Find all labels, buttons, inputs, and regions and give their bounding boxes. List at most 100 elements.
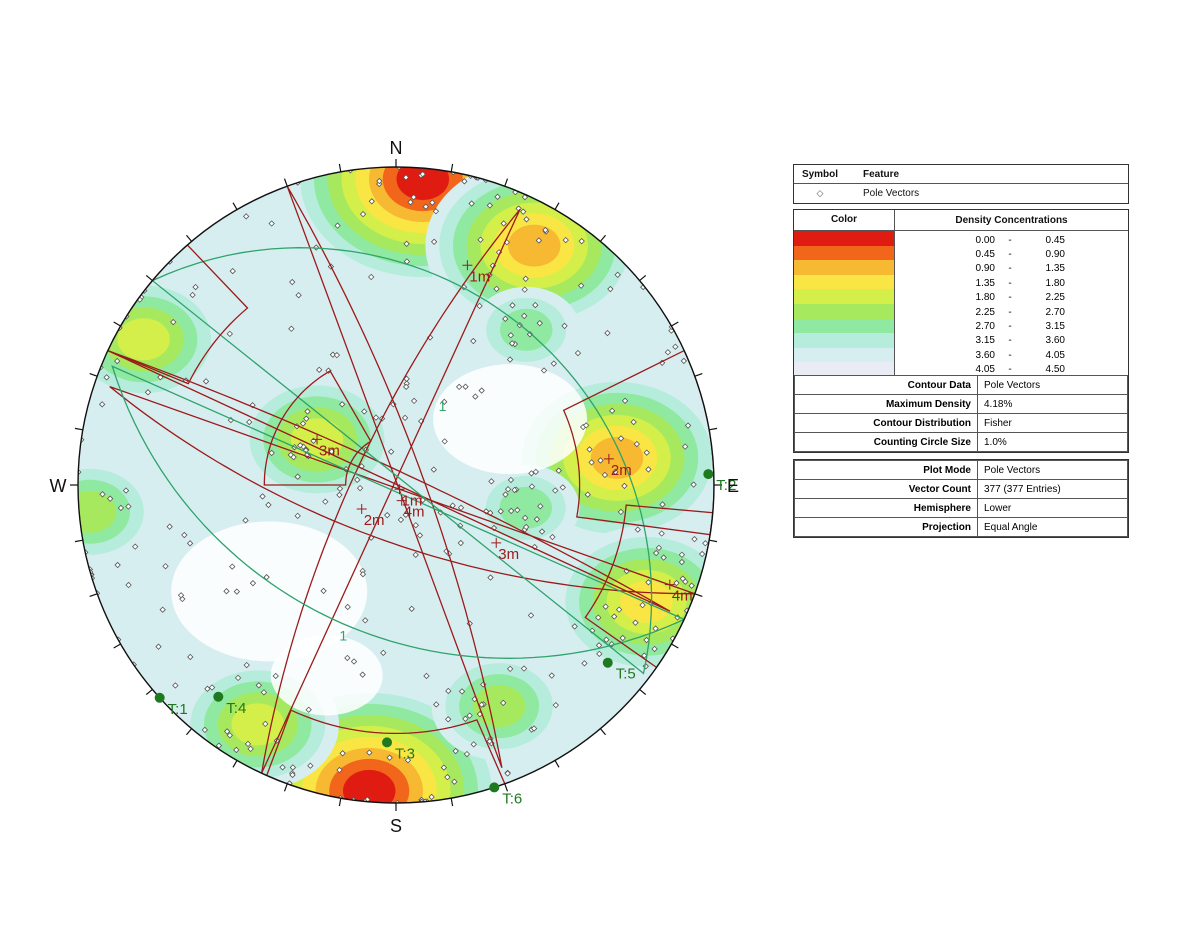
trend-point-label: T:4 <box>226 700 246 717</box>
density-color-swatch <box>794 304 894 319</box>
pole-vector-marker <box>114 561 121 569</box>
pole-vector-marker <box>615 606 623 613</box>
pole-vector-marker <box>658 530 665 537</box>
pole-vector-marker <box>630 418 637 426</box>
density-range-value: 2.25 <box>975 306 995 318</box>
pole-vector-marker <box>334 222 341 229</box>
density-range-value: - <box>1008 321 1012 333</box>
pole-vector-marker <box>376 177 383 185</box>
pole-vector-marker <box>522 523 530 531</box>
pole-vector-marker <box>233 588 240 595</box>
legend-table-row: Contour Distribution Fisher <box>794 413 1128 433</box>
pole-vector-marker <box>559 484 566 491</box>
pole-vector-marker <box>561 322 568 330</box>
density-range-value: 4.05 <box>1045 349 1065 361</box>
pole-vector-marker <box>526 331 534 338</box>
pole-vector-marker <box>506 356 514 363</box>
degree-tick <box>599 234 607 242</box>
legend-key: Counting Circle Size <box>794 432 978 452</box>
pole-vector-marker <box>507 332 514 339</box>
pole-vector-marker <box>486 202 494 209</box>
pole-vector-marker <box>634 526 641 533</box>
density-contours <box>78 167 714 803</box>
pole-vector-marker <box>702 540 709 547</box>
pole-vector-marker <box>259 493 266 500</box>
pole-vector-marker <box>497 508 504 515</box>
density-range-row: 0.00 - 0.45 <box>895 233 1128 247</box>
density-color-swatch <box>794 289 894 305</box>
pole-vector-marker <box>588 627 596 634</box>
pole-vector-marker <box>621 482 628 490</box>
pole-vector-marker <box>294 512 301 520</box>
density-contour-level <box>507 224 561 267</box>
window-label: 3m <box>498 546 519 563</box>
pole-vector-marker <box>520 208 527 215</box>
pole-vector-marker <box>294 473 301 480</box>
pole-vector-marker <box>472 393 479 400</box>
density-range-row: 4.05 - 4.50 <box>895 363 1128 377</box>
degree-tick <box>232 202 238 210</box>
pole-vector-marker <box>477 236 484 243</box>
pole-vector-marker <box>521 193 529 201</box>
pole-vector-marker <box>549 533 556 541</box>
pole-vector-marker <box>433 701 440 708</box>
legend-table-row: Vector Count 377 (377 Entries) <box>794 479 1128 499</box>
window-mean-marker <box>396 495 407 506</box>
degree-tick <box>554 760 560 768</box>
pole-vector-marker <box>290 453 297 461</box>
pole-vector-marker <box>466 712 473 719</box>
legend-value: Pole Vectors <box>977 460 1128 480</box>
pole-vector-marker <box>388 448 395 455</box>
trend-point-label: T:6 <box>502 790 522 807</box>
density-contour-level <box>472 685 526 728</box>
legend-value: 1.0% <box>977 432 1128 452</box>
pole-vector-marker <box>305 706 312 713</box>
north-label: N <box>390 138 403 158</box>
pole-vector-marker <box>684 422 692 429</box>
legend-table-row: Projection Equal Angle <box>794 517 1128 537</box>
pole-vector-marker <box>441 438 448 445</box>
pole-vector-marker <box>155 643 162 650</box>
pole-vector-marker <box>698 550 706 558</box>
legend-value: 4.18% <box>977 394 1128 414</box>
pole-vector-marker <box>416 532 424 539</box>
pole-vector-marker <box>384 511 391 519</box>
pole-vector-marker <box>359 571 367 578</box>
pole-vector-marker <box>607 285 614 293</box>
density-range-value: 2.25 <box>1045 292 1065 304</box>
legend-key: Contour Data <box>794 375 978 395</box>
pole-vector-marker <box>691 535 698 543</box>
window-label: 2m <box>364 512 385 529</box>
pole-vector-marker <box>578 237 585 245</box>
pole-vector-marker <box>336 491 343 499</box>
pole-vector-marker <box>639 601 646 609</box>
degree-tick <box>113 643 121 649</box>
density-range-row: 1.35 - 1.80 <box>895 276 1128 290</box>
pole-vector-marker <box>487 574 494 581</box>
pole-vector-marker <box>493 285 500 293</box>
pole-vector-marker <box>187 653 194 661</box>
pole-vector-marker <box>608 407 616 414</box>
pole-vector-marker <box>660 554 667 561</box>
pole-vector-marker <box>645 466 652 473</box>
pole-vector-marker <box>430 466 437 473</box>
window-label: 1m <box>469 268 490 285</box>
pole-vector-marker <box>366 749 373 756</box>
pole-vector-marker <box>244 740 252 748</box>
degree-tick <box>639 274 647 282</box>
legend-table-row: Maximum Density 4.18% <box>794 394 1128 414</box>
density-contour-level <box>78 490 117 533</box>
pole-vector-marker <box>402 383 410 391</box>
legend-value: Lower <box>977 498 1128 518</box>
pole-vector-marker <box>462 715 469 722</box>
pole-vector-marker <box>320 587 327 595</box>
pole-vector-marker <box>633 440 641 448</box>
pole-vector-marker <box>584 491 591 498</box>
trend-point-label: T:1 <box>168 701 188 718</box>
pole-vector-marker <box>659 501 666 508</box>
pole-vector-marker <box>403 240 410 247</box>
pole-vector-marker <box>528 483 536 490</box>
pole-vector-marker <box>362 617 369 624</box>
density-color-scale <box>794 231 895 377</box>
pole-vector-marker <box>463 750 471 758</box>
